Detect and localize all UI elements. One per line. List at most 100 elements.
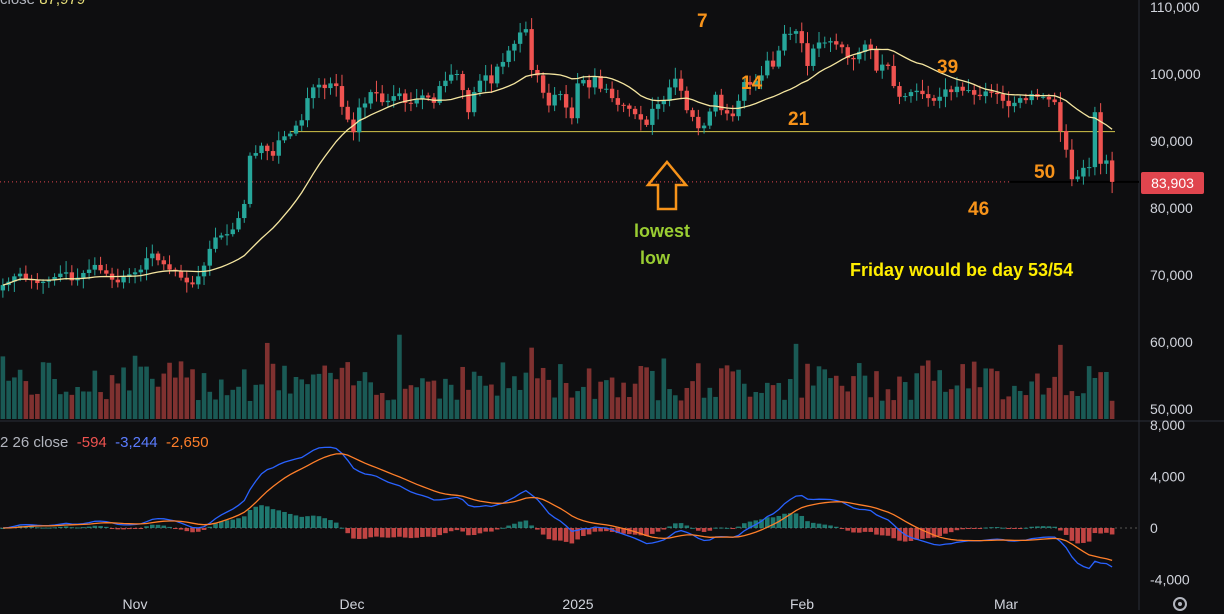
- price-tick-label: 110,000: [1150, 0, 1200, 15]
- volume-bar: [402, 388, 408, 419]
- volume-bar: [483, 385, 488, 419]
- candle-body: [891, 65, 896, 87]
- volume-bar: [333, 379, 339, 419]
- volume-bar: [971, 361, 977, 419]
- macd-histogram-bar: [661, 528, 667, 530]
- macd-histogram-bar: [839, 528, 845, 529]
- candle-body: [690, 110, 695, 117]
- candle-body: [69, 272, 75, 281]
- volume-bar: [397, 334, 402, 419]
- candle-body: [701, 125, 707, 129]
- candle-body: [805, 43, 810, 66]
- macd-histogram-bar: [1104, 528, 1109, 533]
- candle-body: [454, 74, 460, 75]
- candle-body: [926, 94, 931, 99]
- volume-bar: [759, 392, 764, 419]
- volume-bar: [448, 384, 454, 419]
- volume-bar: [104, 399, 109, 419]
- macd-histogram-bar: [856, 528, 862, 533]
- candle-body: [949, 89, 954, 93]
- candle-body: [558, 94, 563, 96]
- candle-body: [943, 89, 948, 97]
- macd-histogram-bar: [310, 515, 316, 528]
- candle-body: [425, 95, 431, 98]
- volume-bar: [420, 378, 425, 419]
- day-label-46: 46: [968, 199, 990, 220]
- volume-bar: [98, 392, 103, 419]
- volume-bar: [58, 394, 63, 419]
- volume-bar: [356, 380, 362, 419]
- candle-body: [1075, 176, 1080, 180]
- volume-bar: [719, 368, 724, 419]
- volume-bar: [793, 343, 799, 419]
- volume-bar: [770, 385, 776, 419]
- time-tick-label: Mar: [994, 596, 1018, 610]
- volume-bar: [52, 378, 57, 419]
- macd-histogram-bar: [983, 527, 988, 529]
- macd-histogram-bar: [1109, 528, 1115, 535]
- candle-body: [759, 75, 764, 81]
- candle-body: [1017, 98, 1023, 103]
- macd-histogram-bar: [540, 528, 546, 535]
- candle-body: [500, 61, 506, 67]
- candle-body: [92, 264, 98, 270]
- volume-bar: [259, 384, 264, 419]
- settings-gear-icon[interactable]: [1170, 594, 1190, 614]
- macd-histogram-bar: [989, 527, 994, 529]
- macd-histogram-bar: [1092, 528, 1098, 534]
- candles: [0, 18, 1115, 298]
- candle-body: [897, 86, 902, 97]
- macd-histogram-bar: [75, 527, 80, 529]
- macd-histogram-bar: [379, 528, 385, 538]
- candle-body: [397, 93, 402, 97]
- volume-bar: [948, 389, 954, 419]
- candle-body: [696, 116, 701, 129]
- macd-histogram-bar: [362, 528, 368, 539]
- volume-bar: [282, 365, 287, 419]
- macd-histogram-bar: [132, 528, 138, 529]
- volume-bar: [897, 376, 902, 419]
- macd-histogram-bar: [822, 524, 828, 528]
- candle-body: [822, 42, 827, 44]
- volume-bar: [368, 382, 374, 419]
- candle-body: [276, 140, 281, 156]
- candle-body: [1058, 102, 1063, 131]
- macd-histogram-bar: [489, 528, 494, 532]
- annotation-low: low: [640, 248, 670, 268]
- volume-bar: [874, 371, 879, 419]
- candle-body: [52, 277, 57, 280]
- macd-histogram-bar: [713, 527, 718, 529]
- macd-histogram-bar: [523, 520, 529, 528]
- macd-histogram-bar: [1012, 528, 1017, 529]
- candle-body: [868, 44, 873, 50]
- volume-bar: [1058, 344, 1063, 419]
- volume-bar: [828, 378, 833, 419]
- candle-body: [627, 105, 632, 109]
- volume-bar: [569, 397, 575, 419]
- candle-body: [719, 94, 724, 111]
- candle-body: [540, 75, 546, 93]
- macd-histogram-bar: [431, 528, 437, 538]
- macd-histogram-bar: [862, 528, 868, 532]
- macd-histogram-bar: [1006, 528, 1011, 529]
- candle-body: [219, 235, 224, 238]
- price-tick-label: 80,000: [1150, 200, 1193, 216]
- macd-histogram-bar: [1069, 528, 1075, 541]
- macd-tick-label: 8,000: [1150, 417, 1185, 433]
- macd-histogram-bar: [517, 521, 523, 528]
- volume-bar: [270, 363, 276, 419]
- macd-histogram-bar: [1063, 528, 1069, 535]
- volume-bar: [667, 389, 672, 419]
- volume-bar: [868, 397, 874, 419]
- candle-body: [150, 253, 155, 259]
- macd-histogram-bar: [627, 528, 632, 535]
- candle-body: [552, 94, 557, 106]
- macd-histogram-bar: [471, 528, 477, 536]
- candle-body: [914, 90, 919, 93]
- annotation-lowest: lowest: [634, 221, 691, 241]
- candle-body: [121, 277, 126, 283]
- macd-histogram-bar: [943, 528, 948, 534]
- volume-bar: [213, 399, 218, 419]
- macd-histogram-bar: [787, 513, 793, 528]
